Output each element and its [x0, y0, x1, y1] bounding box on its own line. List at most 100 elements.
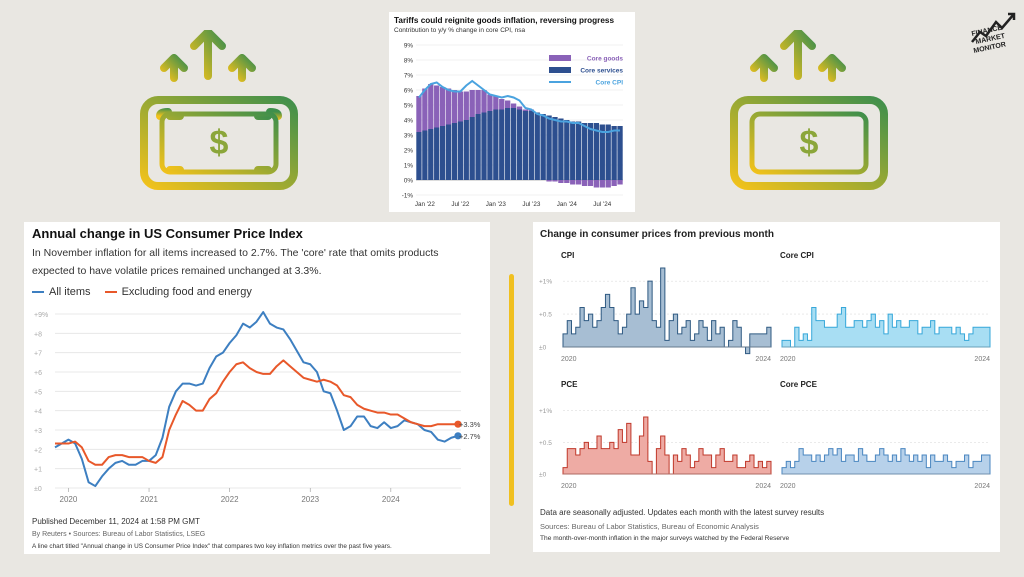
top-core-goods-bar [617, 180, 623, 185]
small-x-tick-end: 2024 [974, 356, 990, 363]
small-multiple-title: PCE [561, 380, 578, 389]
left-y-tick: +8 [34, 331, 42, 338]
top-y-tick: 4% [404, 117, 414, 124]
small-y-tick: ±0 [539, 472, 547, 479]
top-core-goods-bar [457, 91, 464, 122]
top-x-tick: Jul '23 [522, 201, 541, 208]
top-core-goods-bar [558, 180, 564, 183]
top-core-services-bar [493, 109, 499, 180]
top-core-goods-bar [493, 96, 499, 110]
top-core-goods-bar [499, 99, 505, 110]
right-chart-svg: CPI +1% +0.5 ±0 2020 2024 Core CPI 2020 2024 PCE +… [539, 251, 991, 490]
top-core-services-bar [428, 129, 434, 180]
legend-all-items: All items [32, 286, 91, 298]
top-core-services-bar [587, 123, 594, 180]
small-multiple-title: Core CPI [780, 251, 814, 260]
top-y-tick: 7% [404, 72, 414, 79]
small-y-tick: ±0 [539, 345, 547, 352]
annual-cpi-panel: Annual change in US Consumer Price Index… [24, 222, 490, 554]
top-core-goods-bar [469, 90, 475, 117]
alt-text: A line chart titled "Annual change in US… [32, 543, 392, 550]
top-chart-svg: 9% 8% 7% 6% 5% 4% 3% 2% 1% 0% -1%Jan '22 Jul '22 Jan… [402, 42, 624, 208]
all-items-end-dot [454, 432, 462, 440]
top-core-goods-bar [605, 180, 611, 188]
small-multiple-title: CPI [561, 251, 574, 260]
top-core-services-bar [463, 120, 469, 180]
top-core-goods-bar [564, 180, 570, 183]
left-x-tick: 2020 [60, 495, 78, 504]
top-core-services-bar [434, 127, 440, 180]
top-y-tick: 9% [404, 42, 414, 49]
left-x-tick: 2024 [382, 495, 400, 504]
small-x-tick-start: 2020 [780, 483, 796, 490]
small-x-tick-end: 2024 [755, 483, 771, 490]
top-core-goods-bar [481, 90, 487, 113]
left-y-tick: +3 [34, 428, 42, 435]
left-y-tick: +7 [34, 351, 42, 358]
top-x-tick: Jul '24 [593, 201, 612, 208]
small-x-tick-end: 2024 [974, 483, 990, 490]
top-core-goods-bar [599, 180, 605, 188]
top-core-services-bar [522, 111, 529, 180]
top-legend-swatch [549, 55, 571, 61]
top-y-tick: 2% [404, 147, 414, 154]
right-chart-title: Change in consumer prices from previous … [540, 229, 774, 240]
published-date: Published December 11, 2024 at 1:58 PM G… [32, 517, 200, 526]
top-core-services-bar [599, 124, 605, 180]
right-note: Data are seasonally adjusted. Updates ea… [540, 508, 825, 517]
top-core-cpi-line [418, 79, 621, 133]
legend-excluding-label: Excluding food and energy [121, 286, 252, 298]
top-core-goods-bar [422, 88, 428, 131]
small-step-area [781, 448, 991, 475]
top-y-tick: -1% [402, 192, 414, 199]
left-chart-title: Annual change in US Consumer Price Index [32, 226, 303, 241]
top-core-services-bar [457, 121, 464, 180]
top-core-goods-bar [581, 180, 588, 186]
right-caption: The month-over-month inflation in the ma… [540, 535, 790, 542]
left-y-tick: +4 [34, 409, 42, 416]
top-legend-label: Core CPI [596, 79, 624, 86]
svg-text:$: $ [210, 124, 229, 162]
top-y-tick: 0% [404, 177, 414, 184]
top-core-goods-bar [575, 180, 582, 185]
top-core-goods-bar [593, 180, 600, 188]
top-core-services-bar [552, 117, 558, 180]
top-legend-label: Core services [580, 67, 623, 74]
end-label-core: +3.3% [459, 420, 481, 429]
top-core-goods-bar [439, 87, 446, 126]
small-step-area [562, 267, 772, 355]
top-core-goods-bar [546, 180, 552, 182]
left-y-tick: +6 [34, 370, 42, 377]
legend-excluding-food-energy: Excluding food and energy [104, 286, 252, 298]
excluding-food-energy-line [55, 359, 458, 466]
top-core-services-bar [487, 111, 493, 180]
top-core-goods-bar [516, 106, 523, 110]
top-core-services-bar [481, 112, 487, 180]
left-x-tick: 2022 [221, 495, 239, 504]
top-legend-label: Core goods [587, 55, 623, 62]
top-core-services-bar [528, 111, 534, 180]
top-core-goods-bar [570, 180, 576, 185]
top-core-services-bar [422, 130, 428, 180]
top-y-tick: 8% [404, 57, 414, 64]
top-x-tick: Jan '24 [557, 201, 578, 208]
top-core-goods-bar [445, 88, 452, 125]
legend-swatch-excluding [104, 291, 117, 293]
top-core-goods-bar [505, 100, 511, 108]
end-label-all: +2.7% [459, 432, 481, 441]
top-core-goods-bar [416, 96, 422, 132]
top-core-services-bar [540, 114, 546, 180]
left-y-tick: +2 [34, 447, 42, 454]
legend-swatch-all-items [32, 291, 44, 293]
top-core-goods-bar [587, 180, 594, 186]
top-core-services-bar [575, 121, 582, 180]
small-y-tick: +0.5 [539, 312, 552, 319]
small-x-tick-start: 2020 [561, 356, 577, 363]
left-chart-svg: +9% +8 +7 +6 +5 +4 +3 +2 +1 ±0 +3.3% +2.7% 2020 2021 2… [34, 311, 481, 504]
top-core-services-bar [611, 126, 617, 180]
small-step-area [781, 307, 991, 348]
left-chart-legend: All items Excluding food and energy [32, 286, 252, 298]
top-core-services-bar [558, 118, 564, 180]
top-core-goods-bar [475, 90, 481, 114]
top-core-goods-bar [451, 90, 458, 123]
